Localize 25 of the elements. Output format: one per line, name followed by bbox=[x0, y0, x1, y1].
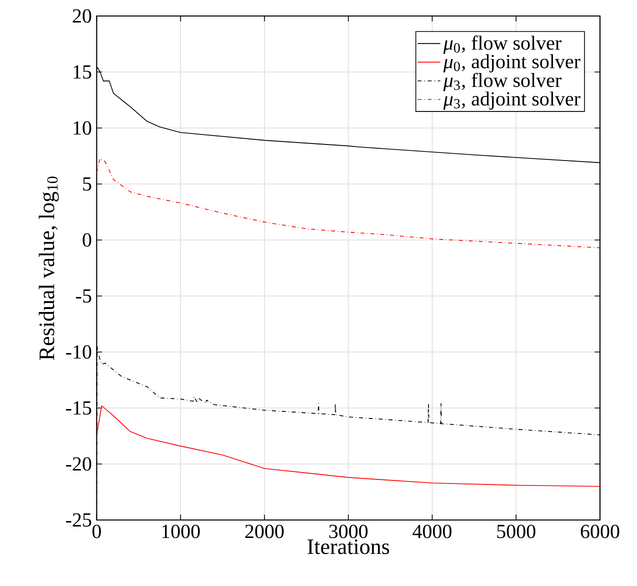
y-tick-label: 5 bbox=[83, 177, 92, 191]
y-tick-label: 20 bbox=[72, 9, 92, 23]
x-tick-label: 1000 bbox=[162, 524, 200, 538]
x-tick-label: 0 bbox=[92, 524, 101, 538]
y-axis-title: Residual value, log$_{10}$ bbox=[38, 176, 59, 360]
legend-label: μ$_{3}$, adjoint solver bbox=[443, 92, 580, 110]
x-axis-title: Iterations bbox=[308, 539, 390, 554]
legend-label: μ$_{0}$, flow solver bbox=[443, 36, 562, 54]
y-tick-label: -10 bbox=[66, 345, 92, 359]
x-tick-label: 2000 bbox=[245, 524, 284, 538]
y-tick-label: -15 bbox=[66, 401, 92, 415]
y-tick-label: 10 bbox=[74, 121, 92, 135]
legend-label: μ$_{3}$, flow solver bbox=[443, 72, 562, 92]
legend-label: μ$_{0}$, adjoint solver bbox=[443, 54, 580, 72]
y-tick-label: -20 bbox=[66, 457, 92, 471]
x-tick-label: 4000 bbox=[412, 524, 452, 538]
x-tick-label: 3000 bbox=[329, 524, 368, 538]
y-tick-label: 0 bbox=[82, 233, 92, 247]
y-tick-label: 15 bbox=[74, 65, 92, 79]
x-tick-label: 6000 bbox=[580, 524, 620, 538]
y-tick-label: -5 bbox=[76, 289, 92, 303]
line-series bbox=[96, 158, 600, 248]
x-tick-label: 5000 bbox=[497, 524, 536, 538]
line-series bbox=[96, 405, 600, 487]
y-tick-label: -25 bbox=[66, 513, 92, 527]
